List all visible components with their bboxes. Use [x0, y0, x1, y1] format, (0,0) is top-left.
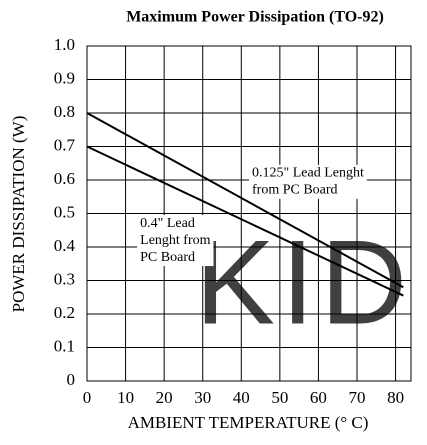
x-tick-label: 0 — [83, 388, 92, 407]
y-tick-label: 0 — [67, 370, 76, 389]
annotation-text: 0.4" Lead — [140, 216, 195, 231]
y-tick-label: 0.1 — [54, 336, 75, 355]
annotation-text: from PC Board — [252, 183, 338, 198]
annotation-background — [249, 164, 367, 199]
y-tick-label: 1.0 — [54, 35, 75, 54]
x-tick-label: 80 — [387, 388, 404, 407]
x-tick-label: 10 — [117, 388, 134, 407]
chart-title: Maximum Power Dissipation (TO-92) — [126, 9, 384, 26]
y-tick-label: 0.3 — [54, 269, 75, 288]
y-tick-label: 0.4 — [54, 236, 76, 255]
x-axis-label: AMBIENT TEMPERATURE (° C) — [128, 413, 369, 432]
x-tick-label: 30 — [194, 388, 211, 407]
annotation-text: Lenght from — [140, 233, 210, 248]
series-line — [86, 112, 404, 289]
x-tick-label: 50 — [271, 388, 288, 407]
annotation-background — [137, 215, 214, 267]
y-tick-label: 0.9 — [54, 68, 75, 87]
y-tick-label: 0.2 — [54, 303, 75, 322]
plot-frame — [86, 45, 412, 382]
y-tick-label: 0.7 — [54, 135, 76, 154]
y-tick-label: 0.8 — [54, 102, 75, 121]
y-axis-label: POWER DISSIPATION (W) — [9, 116, 28, 313]
series-line — [86, 145, 404, 297]
x-tick-label: 40 — [233, 388, 250, 407]
watermark: KID — [195, 216, 413, 350]
annotation-text: 0.125" Lead Lenght — [252, 166, 364, 181]
y-tick-label: 0.6 — [54, 169, 75, 188]
annotation-text: PC Board — [140, 250, 195, 265]
annotation: 0.125" Lead Lenght from PC Board — [249, 164, 367, 199]
x-tick-label: 60 — [310, 388, 327, 407]
annotation: 0.4" Lead Lenght from PC Board — [137, 215, 214, 267]
x-tick-label: 70 — [349, 388, 366, 407]
y-tick-label: 0.5 — [54, 202, 75, 221]
x-tick-label: 20 — [156, 388, 173, 407]
